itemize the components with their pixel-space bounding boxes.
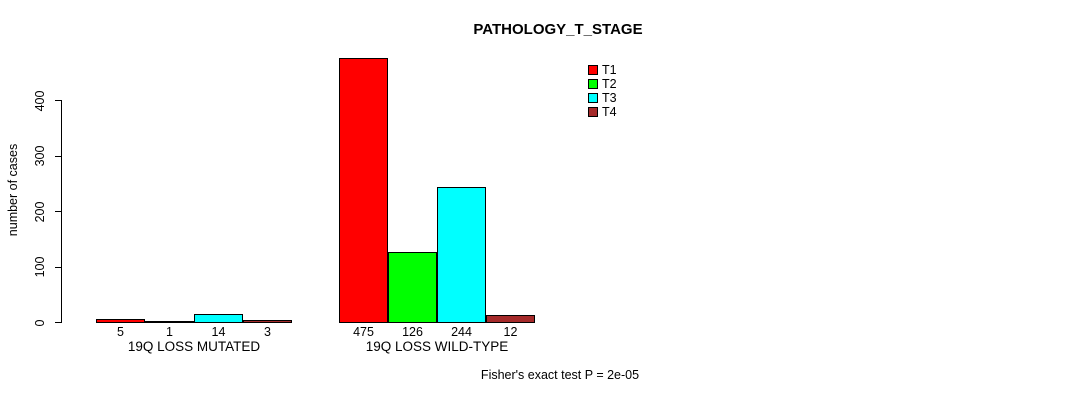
footnote-text: Fisher's exact test P = 2e-05 bbox=[480, 368, 640, 382]
y-axis-tick bbox=[55, 211, 61, 213]
legend-swatch-t1 bbox=[588, 65, 598, 75]
legend-item-t4: T4 bbox=[588, 105, 617, 119]
legend-item-t1: T1 bbox=[588, 63, 617, 77]
bar-t2-19q-loss-wild-type bbox=[388, 252, 437, 323]
bar-value-label: 244 bbox=[451, 325, 472, 339]
y-axis-line bbox=[61, 100, 63, 323]
bar-t1-19q-loss-wild-type bbox=[339, 58, 388, 323]
y-axis-tick-label: 0 bbox=[33, 319, 47, 326]
y-axis-label: number of cases bbox=[6, 143, 20, 237]
y-axis-tick-label: 200 bbox=[33, 201, 47, 222]
legend-item-t3: T3 bbox=[588, 91, 617, 105]
y-axis-tick bbox=[55, 155, 61, 157]
x-group-label-19q-loss-wild-type: 19Q LOSS WILD-TYPE bbox=[365, 339, 509, 354]
bar-t3-19q-loss-mutated bbox=[194, 314, 243, 323]
bar-t3-19q-loss-wild-type bbox=[437, 186, 486, 323]
bar-value-label: 475 bbox=[353, 325, 374, 339]
x-group-label-19q-loss-mutated: 19Q LOSS MUTATED bbox=[127, 339, 261, 354]
legend-swatch-t4 bbox=[588, 107, 598, 117]
legend-label: T2 bbox=[602, 77, 617, 91]
bar-t1-19q-loss-mutated bbox=[96, 319, 145, 323]
y-axis-tick bbox=[55, 100, 61, 102]
bar-value-label: 3 bbox=[264, 325, 271, 339]
legend-item-t2: T2 bbox=[588, 77, 617, 91]
y-axis-tick-label: 300 bbox=[33, 145, 47, 167]
bar-value-label: 126 bbox=[402, 325, 423, 339]
bar-value-label: 14 bbox=[211, 325, 226, 339]
y-axis-tick-label: 400 bbox=[33, 90, 47, 111]
bar-t4-19q-loss-wild-type bbox=[486, 315, 535, 323]
bar-value-label: 5 bbox=[117, 325, 124, 339]
bar-t2-19q-loss-mutated bbox=[145, 321, 194, 323]
y-axis-tick bbox=[55, 322, 61, 324]
legend-swatch-t3 bbox=[588, 93, 598, 103]
chart-title: PATHOLOGY_T_STAGE bbox=[473, 21, 643, 38]
bar-t4-19q-loss-mutated bbox=[243, 320, 292, 323]
y-axis-tick-label: 100 bbox=[33, 256, 47, 278]
legend-label: T1 bbox=[602, 63, 617, 77]
legend-label: T4 bbox=[602, 105, 617, 119]
legend-swatch-t2 bbox=[588, 79, 598, 89]
legend-label: T3 bbox=[602, 91, 617, 105]
y-axis-tick bbox=[55, 266, 61, 268]
bar-value-label: 1 bbox=[166, 325, 173, 339]
bar-value-label: 12 bbox=[503, 325, 518, 339]
